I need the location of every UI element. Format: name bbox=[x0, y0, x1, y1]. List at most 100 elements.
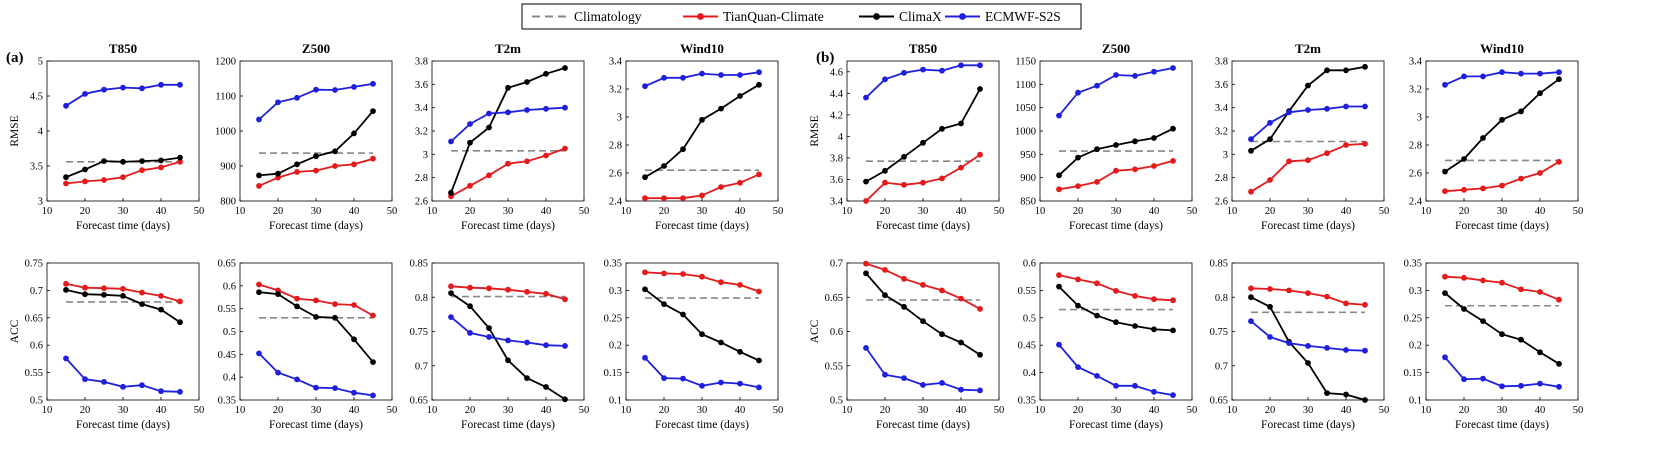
panel-2-ytick-label: 900 bbox=[220, 162, 236, 173]
panel-7-climax-point bbox=[1305, 82, 1311, 89]
panel-1-climax-point bbox=[82, 166, 88, 173]
panel-14-climax-point bbox=[1151, 326, 1157, 333]
panel-16-climax-point bbox=[1442, 290, 1448, 296]
panel-4-xtick-label: 10 bbox=[621, 206, 632, 217]
panel-3-tianquan-climate-point bbox=[467, 182, 473, 189]
panel-7-xlabel: Forecast time (days) bbox=[1261, 220, 1355, 232]
panel-16-ecmwf-s2s-point bbox=[1442, 354, 1448, 361]
panel-5-ecmwf-s2s-point bbox=[863, 94, 869, 101]
panel-6-ytick-label: 1050 bbox=[1015, 103, 1036, 114]
panel-7-xtick-label: 10 bbox=[1227, 206, 1238, 217]
panel-12-xtick-label: 30 bbox=[697, 405, 708, 416]
panel-16-ecmwf-s2s-point bbox=[1518, 382, 1524, 389]
panel-16-xtick-label: 10 bbox=[1421, 405, 1432, 416]
panel-12-ytick-label: 0.25 bbox=[604, 313, 622, 324]
panel-10-climax-point bbox=[313, 314, 319, 320]
panel-7-ecmwf-s2s-point bbox=[1305, 107, 1311, 113]
panel-2-ecmwf-s2s-point bbox=[351, 84, 357, 90]
panel-11-ecmwf-s2s-point bbox=[448, 314, 454, 320]
panel-16-ytick-label: 0.1 bbox=[1409, 396, 1422, 407]
panel-8-xlabel: Forecast time (days) bbox=[1455, 220, 1549, 232]
panel-3-title: T2m bbox=[495, 41, 521, 56]
panel-15-xtick-label: 10 bbox=[1227, 405, 1238, 416]
panel-16-ecmwf-s2s-point bbox=[1499, 383, 1505, 390]
panel-11-climax-point bbox=[562, 396, 568, 403]
panel-7-tianquan-climate-point bbox=[1343, 142, 1349, 148]
panel-12-tianquan-climate-point bbox=[642, 269, 648, 276]
panel-16-climax-point bbox=[1480, 318, 1486, 324]
panel-9-ecmwf-s2s-point bbox=[177, 388, 183, 395]
panel-11-ytick-label: 0.75 bbox=[410, 327, 428, 338]
panel-5-tianquan-climate-point bbox=[977, 151, 983, 158]
panel-15-ecmwf-s2s-point bbox=[1248, 318, 1254, 325]
panel-15-tianquan-climate-point bbox=[1267, 286, 1273, 292]
panel-3-tianquan-climate-point bbox=[486, 172, 492, 179]
panel-13-climax-point bbox=[939, 331, 945, 338]
panel-6-tianquan-climate-point bbox=[1056, 186, 1062, 193]
panel-13-tianquan-climate-point bbox=[901, 275, 907, 282]
panel-10-ytick-label: 0.4 bbox=[223, 373, 237, 384]
panel-10-ytick-label: 0.45 bbox=[218, 350, 236, 361]
panel-3-tianquan-climate-point bbox=[543, 152, 549, 159]
panel-9-tianquan-climate-point bbox=[101, 285, 107, 292]
panel-12-ecmwf-s2s-point bbox=[661, 375, 667, 381]
panel-14-tianquan-climate-point bbox=[1132, 293, 1138, 299]
panel-9-ytick-label: 0.5 bbox=[30, 396, 43, 407]
panel-12-xtick-label: 40 bbox=[735, 405, 746, 416]
panel-5-title: T850 bbox=[909, 41, 937, 56]
panel-5-xtick-label: 10 bbox=[842, 206, 853, 217]
panel-3-axes-box bbox=[431, 60, 585, 202]
panel-5-ecmwf-s2s-point bbox=[901, 69, 907, 76]
panel-13-ecmwf-s2s-point bbox=[958, 386, 964, 393]
panel-6-tianquan-climate-point bbox=[1113, 167, 1119, 174]
panel-11-ytick-label: 0.65 bbox=[410, 396, 428, 407]
panel-4-ecmwf-s2s-point bbox=[661, 74, 667, 81]
panel-2: Z500 10 20 30 40 50 800 900 1000 1100 1200 Forecast… bbox=[215, 41, 397, 232]
panel-4-ecmwf-s2s-point bbox=[642, 83, 648, 90]
legend-tianquan-label: TianQuan-Climate bbox=[723, 9, 824, 24]
panel-3-tianquan-climate-point bbox=[562, 145, 568, 152]
panel-14-ytick-label: 0.55 bbox=[1018, 286, 1036, 297]
panel-10-climax-point bbox=[351, 336, 357, 343]
panel-8-ytick-label: 3.2 bbox=[1409, 85, 1422, 96]
panel-10-xlabel: Forecast time (days) bbox=[269, 419, 363, 431]
panel-16-ecmwf-s2s-point bbox=[1480, 375, 1486, 382]
panel-7-ytick-label: 3.6 bbox=[1215, 80, 1228, 91]
panel-10-xtick-label: 50 bbox=[387, 405, 398, 416]
panel-8-tianquan-climate-point bbox=[1556, 158, 1562, 165]
panel-13-tianquan-climate-point bbox=[939, 287, 945, 294]
panel-1-ecmwf-s2s-point bbox=[139, 85, 145, 92]
panel-13-ecmwf-s2s-point bbox=[901, 375, 907, 381]
panel-16-climax-point bbox=[1518, 336, 1524, 343]
panel-4-climax-point bbox=[680, 146, 686, 153]
panel-3-ytick-label: 2.6 bbox=[415, 197, 428, 208]
panel-2-xtick-label: 20 bbox=[273, 206, 284, 217]
panel-12-climax-point bbox=[680, 311, 686, 318]
panel-15-ecmwf-s2s-point bbox=[1267, 334, 1273, 340]
panel-14-tianquan-climate-point bbox=[1151, 296, 1157, 303]
panel-8-climax-point bbox=[1537, 90, 1543, 97]
panel-3-ecmwf-s2s-point bbox=[543, 105, 549, 112]
panel-15-tianquan-climate-point bbox=[1248, 285, 1254, 292]
panel-15-ecmwf-s2s-point bbox=[1343, 347, 1349, 353]
panel-7-climax-point bbox=[1324, 67, 1330, 74]
panel-9-climax-point bbox=[139, 301, 145, 307]
panel-4-ecmwf-s2s-point bbox=[718, 72, 724, 78]
panel-2-tianquan-climate-point bbox=[294, 169, 300, 175]
panel-13-ecmwf-s2s-point bbox=[977, 387, 983, 394]
panel-2-tianquan-climate-point bbox=[332, 163, 338, 169]
panel-8-title: Wind10 bbox=[1480, 41, 1524, 56]
panel-12-climax-point bbox=[642, 286, 648, 293]
panel-12-climax-point bbox=[756, 357, 762, 364]
panel-2-xlabel: Forecast time (days) bbox=[269, 220, 363, 232]
panel-16-tianquan-climate-point bbox=[1537, 289, 1543, 295]
panel-6-ytick-label: 1150 bbox=[1015, 57, 1036, 68]
panel-15-ytick-label: 0.7 bbox=[1215, 361, 1228, 372]
panel-1-climax-point bbox=[158, 157, 164, 164]
panel-2-climax-point bbox=[332, 148, 338, 155]
panel-7-xtick-label: 20 bbox=[1265, 206, 1276, 217]
panel-11-xtick-label: 20 bbox=[465, 405, 476, 416]
panel-3-xtick-label: 10 bbox=[427, 206, 438, 217]
panel-9-xtick-label: 20 bbox=[80, 405, 91, 416]
panel-2-ecmwf-s2s-point bbox=[294, 94, 300, 101]
